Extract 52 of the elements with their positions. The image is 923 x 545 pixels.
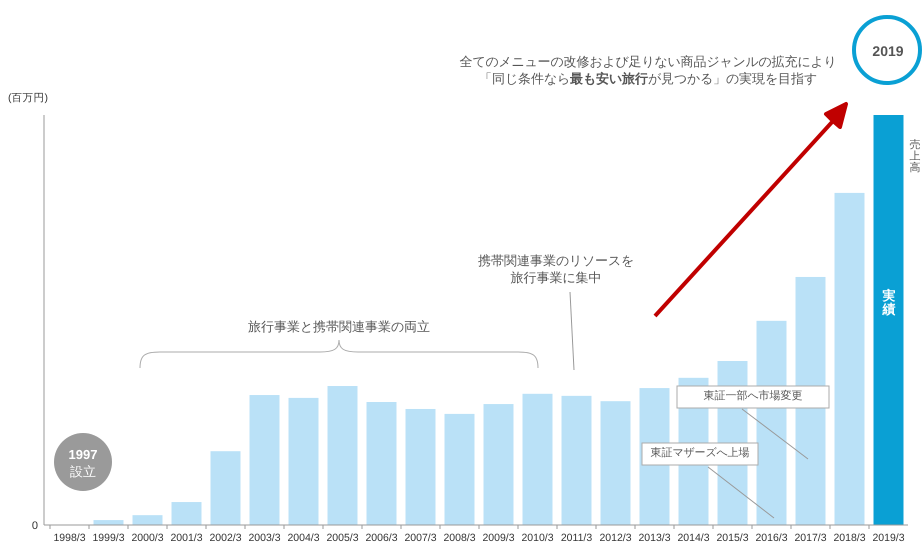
- bar: [406, 408, 436, 525]
- bar: [94, 520, 124, 525]
- y-axis-title: (百万円): [8, 92, 48, 104]
- annotation: 旅行事業と携帯関連事業の両立: [248, 319, 430, 334]
- annotation: 設立: [70, 464, 96, 479]
- bar: [522, 394, 552, 525]
- x-tick-label: 2018/3: [833, 532, 866, 544]
- x-tick-label: 2000/3: [131, 532, 164, 544]
- annotation: 東証マザーズへ上場: [650, 446, 750, 459]
- text: 0: [32, 520, 38, 532]
- x-tick-label: 2009/3: [482, 532, 515, 544]
- text: 2019: [872, 43, 904, 59]
- x-tick-label: 2007/3: [404, 532, 437, 544]
- x-tick-label: 2005/3: [326, 532, 359, 544]
- x-tick-label: 2008/3: [443, 532, 476, 544]
- annotation: 1997: [68, 447, 98, 462]
- bar: [210, 451, 240, 525]
- x-tick-label: 2010/3: [521, 532, 554, 544]
- x-tick-label: 2011/3: [560, 532, 592, 544]
- x-tick-label: 2004/3: [287, 532, 320, 544]
- x-tick-label: 1998/3: [53, 532, 86, 544]
- bar: [172, 502, 202, 525]
- x-tick-label: 2012/3: [599, 532, 632, 544]
- annotation: 実績: [882, 288, 896, 317]
- x-tick-label: 2016/3: [755, 532, 788, 544]
- x-tick-label: 2002/3: [209, 532, 242, 544]
- bar: [834, 192, 864, 525]
- text: 売上高: [910, 138, 920, 174]
- bar: [562, 396, 592, 525]
- x-tick-label: 2019/3: [872, 532, 905, 544]
- x-tick-label: 2006/3: [365, 532, 398, 544]
- annotation: 旅行事業に集中: [510, 270, 602, 285]
- bar: [250, 395, 280, 525]
- x-tick-label: 2003/3: [248, 532, 281, 544]
- x-tick-label: 2013/3: [638, 532, 671, 544]
- bar: [132, 515, 162, 525]
- bar: [484, 404, 514, 525]
- bar: [366, 402, 396, 525]
- bar: [600, 401, 630, 525]
- annotation: 東証一部へ市場変更: [704, 389, 802, 402]
- bar: [288, 398, 318, 525]
- bar: [444, 414, 474, 525]
- x-tick-label: 1999/3: [92, 532, 125, 544]
- x-tick-label: 2017/3: [794, 532, 827, 544]
- bar: [874, 115, 904, 525]
- text: 全てのメニューの改修および足りない商品ジャンルの拡充により: [460, 54, 836, 69]
- x-tick-label: 2015/3: [716, 532, 749, 544]
- x-tick-label: 2014/3: [677, 532, 710, 544]
- bar: [328, 386, 358, 525]
- x-tick-label: 2001/3: [170, 532, 203, 544]
- text: 「同じ条件なら最も安い旅行が見つかる」の実現を目指す: [479, 71, 817, 86]
- annotation: 携帯関連事業のリソースを: [478, 253, 634, 268]
